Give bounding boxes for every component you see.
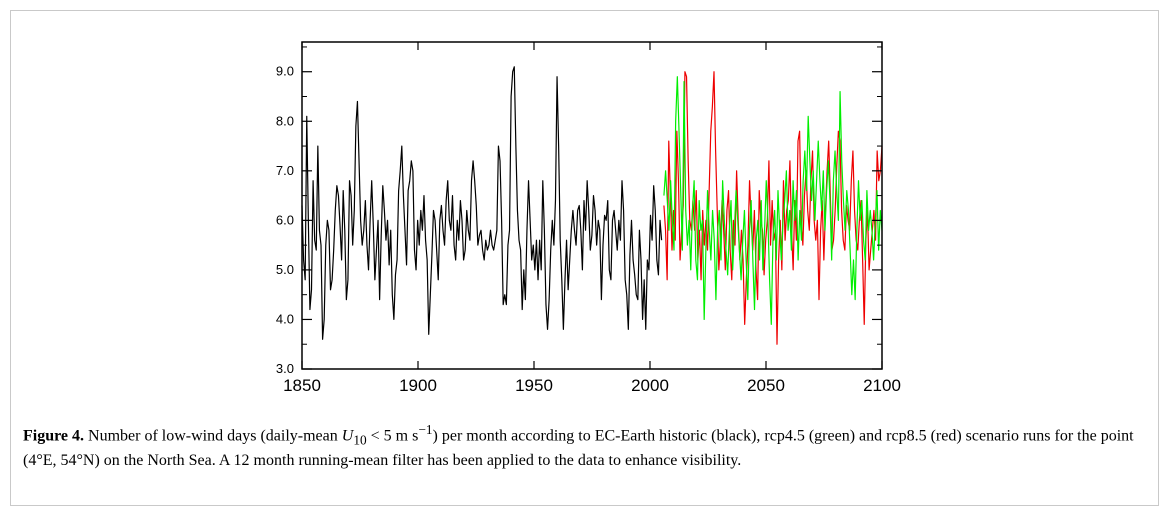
x-tick-label: 2000 <box>631 376 669 395</box>
series-line-rcp85 <box>663 71 883 345</box>
caption-relation: < 5 m s <box>366 427 419 445</box>
series-line-rcp45 <box>663 76 883 326</box>
figure-caption: Figure 4. Number of low-wind days (daily… <box>23 420 1151 471</box>
caption-superscript: −1 <box>418 422 433 437</box>
figure-frame <box>10 10 1159 506</box>
x-tick-label: 1950 <box>515 376 553 395</box>
y-tick-label: 5.0 <box>276 262 294 277</box>
y-tick-label: 6.0 <box>276 212 294 227</box>
y-tick-label: 8.0 <box>276 113 294 128</box>
x-tick-label: 2050 <box>747 376 785 395</box>
y-tick-label: 4.0 <box>276 311 294 326</box>
y-tick-label: 7.0 <box>276 163 294 178</box>
plot-frame <box>301 41 883 370</box>
caption-subscript: 10 <box>353 432 367 448</box>
caption-text-before: Number of low-wind days (daily-mean <box>84 427 342 445</box>
caption-symbol: U <box>341 427 354 445</box>
y-tick-label: 9.0 <box>276 64 294 79</box>
caption-text-after: ) per month according to EC-Earth histor… <box>23 427 1134 469</box>
caption-label: Figure 4. <box>23 427 85 445</box>
series-line-historic <box>301 66 663 340</box>
x-tick-label: 2100 <box>863 376 901 395</box>
x-tick-label: 1850 <box>283 376 321 395</box>
x-tick-label: 1900 <box>399 376 437 395</box>
y-tick-label: 3.0 <box>276 361 294 376</box>
chart-plot: 1850 1900 1950 2000 2050 2100 3.0 4.0 5.0 6.0 7.0 8… <box>276 41 901 395</box>
